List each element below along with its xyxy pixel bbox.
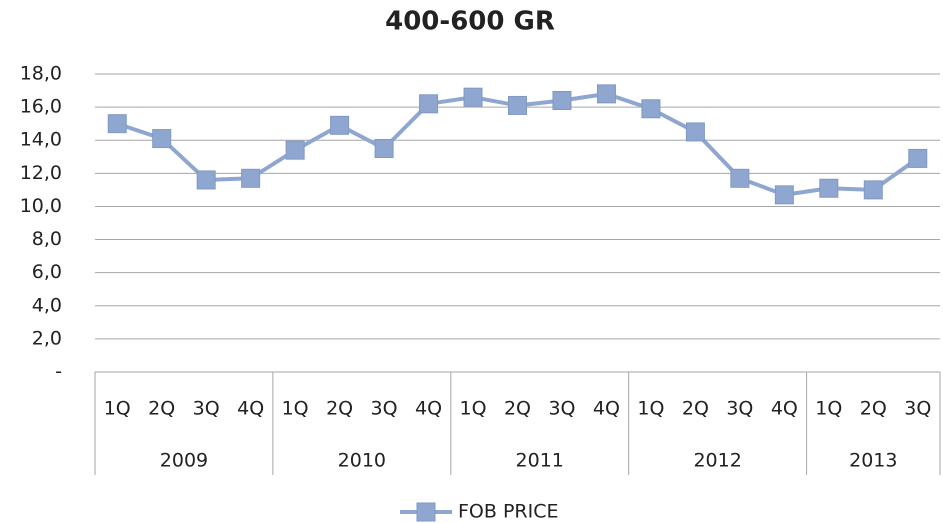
- y-tick-label: 14,0: [20, 129, 62, 151]
- x-tick-label: 1Q: [282, 398, 309, 420]
- y-tick-label: -: [55, 361, 62, 383]
- data-point: [863, 180, 883, 200]
- x-tick-label: 4Q: [771, 398, 798, 420]
- data-point: [641, 99, 661, 119]
- x-tick-label: 2Q: [860, 398, 887, 420]
- x-group-label: 2009: [160, 450, 208, 472]
- data-point: [152, 129, 172, 149]
- x-tick-label: 3Q: [904, 398, 931, 420]
- data-point: [196, 170, 216, 190]
- x-tick-label: 2Q: [682, 398, 709, 420]
- y-tick-label: 6,0: [32, 261, 62, 283]
- x-tick-label: 4Q: [237, 398, 264, 420]
- data-point: [241, 168, 261, 188]
- x-tick-label: 3Q: [193, 398, 220, 420]
- x-tick-label: 4Q: [593, 398, 620, 420]
- x-tick-label: 1Q: [460, 398, 487, 420]
- y-tick-label: 12,0: [20, 162, 62, 184]
- data-point: [463, 87, 483, 107]
- legend-label: FOB PRICE: [458, 501, 559, 523]
- x-group-label: 2012: [693, 450, 741, 472]
- x-group-label: 2010: [338, 450, 386, 472]
- y-tick-label: 16,0: [20, 96, 62, 118]
- x-tick-label: 4Q: [415, 398, 442, 420]
- y-tick-label: 8,0: [32, 228, 62, 250]
- x-group-label: 2011: [516, 450, 564, 472]
- data-point: [908, 148, 928, 168]
- x-group-label: 2013: [849, 450, 897, 472]
- data-point: [685, 122, 705, 142]
- data-point: [774, 185, 794, 205]
- data-point: [730, 168, 750, 188]
- y-tick-label: 2,0: [32, 327, 62, 349]
- data-point: [285, 140, 305, 160]
- data-point: [374, 139, 394, 158]
- y-tick-label: 4,0: [32, 294, 62, 316]
- x-tick-label: 1Q: [815, 398, 842, 420]
- data-point: [508, 95, 527, 115]
- x-tick-label: 1Q: [104, 398, 131, 420]
- y-tick-label: 18,0: [20, 63, 62, 85]
- y-tick-label: 10,0: [20, 195, 62, 217]
- data-point: [552, 90, 572, 110]
- x-tick-label: 3Q: [726, 398, 753, 420]
- data-point: [419, 94, 439, 114]
- chart-title: 400-600 GR: [385, 7, 555, 37]
- x-tick-label: 3Q: [371, 398, 398, 420]
- data-point: [596, 84, 616, 104]
- data-point: [819, 178, 839, 198]
- x-tick-label: 1Q: [637, 398, 664, 420]
- data-point: [330, 115, 350, 135]
- x-tick-label: 2Q: [326, 398, 353, 420]
- x-tick-label: 2Q: [504, 398, 531, 420]
- x-tick-label: 2Q: [148, 398, 175, 420]
- legend-marker: [416, 502, 436, 522]
- x-tick-label: 3Q: [548, 398, 575, 420]
- data-point: [107, 114, 127, 134]
